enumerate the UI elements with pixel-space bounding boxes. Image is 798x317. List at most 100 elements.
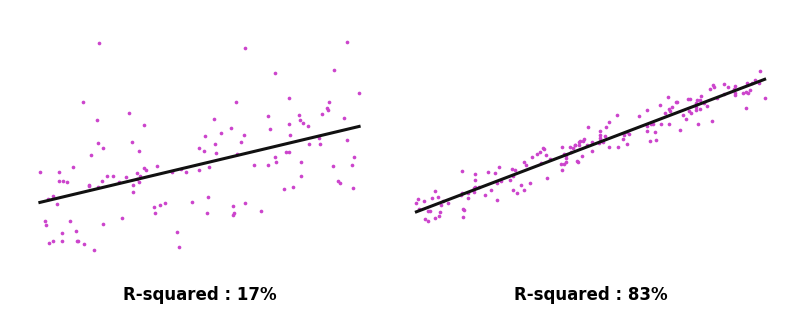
Point: [77, 99, 90, 104]
Point: [53, 179, 65, 184]
Point: [284, 133, 297, 138]
Point: [171, 229, 184, 234]
Point: [729, 84, 742, 89]
Point: [456, 214, 469, 219]
Point: [701, 104, 713, 109]
Point: [199, 133, 211, 138]
Point: [322, 99, 335, 104]
Point: [618, 132, 630, 137]
Point: [572, 140, 585, 145]
Point: [294, 159, 307, 164]
Point: [559, 159, 572, 164]
Point: [255, 208, 267, 213]
Point: [283, 95, 296, 100]
Point: [106, 173, 119, 178]
Point: [456, 169, 468, 174]
Point: [92, 184, 105, 190]
Point: [670, 100, 682, 105]
Point: [227, 210, 240, 215]
Point: [71, 238, 84, 243]
Point: [572, 142, 585, 147]
Point: [227, 212, 239, 217]
Point: [180, 169, 193, 174]
Point: [429, 188, 442, 193]
Point: [34, 169, 46, 174]
Point: [97, 145, 109, 150]
Point: [598, 134, 611, 139]
Point: [229, 100, 242, 105]
Point: [338, 116, 350, 121]
Point: [469, 172, 482, 177]
Point: [593, 133, 606, 138]
Point: [320, 106, 333, 111]
Point: [322, 107, 335, 113]
Point: [53, 169, 65, 174]
Point: [270, 159, 282, 164]
Point: [593, 141, 606, 146]
Point: [67, 165, 80, 170]
Point: [611, 144, 624, 149]
Point: [495, 178, 508, 183]
Point: [662, 121, 675, 126]
Point: [424, 209, 437, 214]
Point: [519, 162, 532, 167]
Text: R-squared : 17%: R-squared : 17%: [123, 286, 276, 304]
Point: [691, 97, 704, 102]
Point: [134, 173, 147, 178]
Point: [677, 113, 689, 118]
Point: [210, 151, 223, 156]
Point: [185, 200, 198, 205]
Point: [341, 40, 354, 45]
Point: [148, 204, 160, 209]
Point: [555, 162, 567, 167]
Point: [728, 86, 741, 91]
Point: [504, 178, 516, 183]
Point: [641, 107, 654, 112]
Point: [620, 129, 633, 134]
Point: [577, 139, 590, 144]
Point: [559, 156, 572, 161]
Point: [57, 178, 69, 184]
Point: [484, 187, 497, 192]
Point: [648, 129, 661, 134]
Point: [302, 124, 314, 129]
Point: [87, 247, 100, 252]
Point: [192, 167, 205, 172]
Point: [597, 139, 610, 144]
Point: [433, 213, 445, 218]
Point: [127, 189, 140, 194]
Point: [279, 150, 292, 155]
Point: [203, 165, 215, 170]
Point: [437, 198, 449, 204]
Point: [704, 87, 717, 92]
Point: [729, 93, 741, 98]
Point: [422, 209, 435, 214]
Point: [710, 96, 723, 101]
Point: [692, 121, 705, 126]
Point: [753, 68, 766, 74]
Point: [662, 106, 675, 111]
Point: [434, 210, 447, 215]
Point: [455, 192, 468, 197]
Point: [706, 83, 719, 88]
Point: [153, 202, 166, 207]
Point: [137, 165, 150, 171]
Point: [92, 140, 105, 145]
Point: [327, 163, 340, 168]
Point: [585, 139, 598, 145]
Point: [113, 179, 125, 184]
Point: [689, 107, 702, 112]
Point: [602, 120, 615, 125]
Point: [535, 160, 547, 165]
Point: [461, 191, 474, 196]
Point: [488, 171, 501, 176]
Point: [297, 120, 310, 126]
Point: [574, 139, 587, 144]
Point: [247, 162, 260, 167]
Point: [208, 142, 221, 147]
Point: [741, 91, 754, 96]
Point: [64, 218, 77, 223]
Point: [201, 210, 214, 215]
Point: [729, 91, 741, 96]
Point: [641, 123, 654, 128]
